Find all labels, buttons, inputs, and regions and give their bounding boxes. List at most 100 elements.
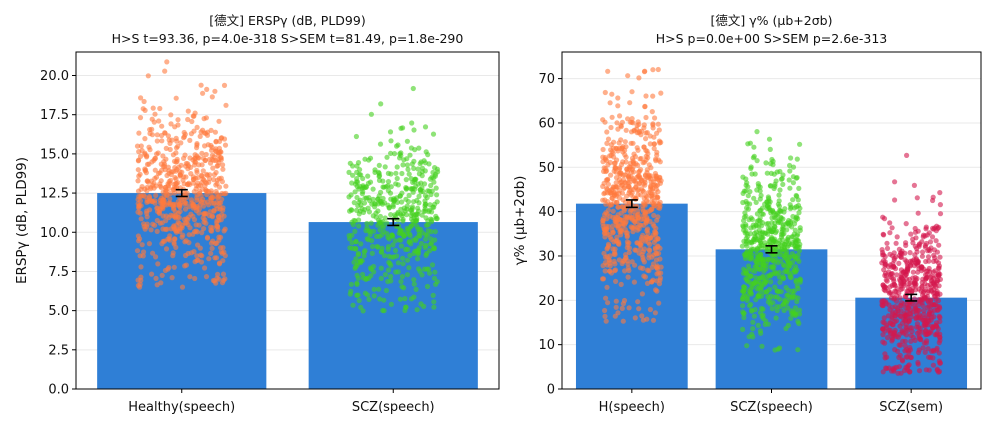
data-point	[391, 151, 398, 157]
data-point	[747, 273, 753, 279]
data-point	[415, 205, 421, 211]
data-point	[777, 207, 783, 213]
data-point	[604, 246, 610, 252]
ytick-label: 15.0	[40, 147, 69, 162]
data-point	[781, 269, 788, 275]
data-point	[156, 209, 162, 215]
data-point	[787, 202, 793, 208]
data-point	[199, 253, 205, 259]
data-point	[628, 169, 635, 175]
data-point	[216, 276, 222, 282]
data-point	[355, 179, 361, 185]
data-point	[146, 198, 152, 205]
data-point	[789, 234, 795, 240]
data-point	[644, 217, 650, 223]
data-point	[352, 228, 358, 234]
data-point	[616, 257, 623, 263]
data-point	[353, 133, 359, 140]
data-point	[204, 234, 211, 240]
data-point	[783, 239, 790, 245]
data-point	[776, 198, 782, 204]
data-point	[655, 194, 661, 200]
data-point	[358, 241, 364, 247]
data-point	[786, 217, 792, 224]
data-point	[169, 137, 175, 143]
data-point	[378, 249, 384, 255]
data-point	[630, 140, 636, 146]
data-point	[348, 281, 354, 287]
data-point	[406, 192, 412, 199]
data-point	[895, 348, 901, 354]
data-point	[192, 259, 198, 265]
data-point	[419, 212, 425, 218]
data-point	[622, 139, 628, 145]
data-point	[646, 268, 652, 274]
data-point	[388, 171, 394, 177]
data-point	[171, 206, 177, 212]
data-point	[740, 174, 746, 180]
data-point	[760, 265, 766, 271]
data-point	[406, 239, 412, 245]
data-point	[419, 173, 425, 179]
data-point	[202, 143, 208, 149]
data-point	[159, 123, 165, 129]
data-point	[400, 255, 406, 261]
data-point	[774, 271, 780, 277]
data-point	[196, 162, 202, 168]
data-point	[212, 240, 218, 247]
data-point	[146, 241, 152, 247]
data-point	[419, 169, 425, 175]
data-point	[625, 261, 631, 267]
data-point	[172, 165, 178, 171]
data-point	[373, 214, 379, 220]
data-point	[642, 68, 648, 74]
data-point	[880, 369, 886, 375]
data-point	[604, 284, 610, 290]
data-point	[602, 268, 608, 274]
data-point	[600, 117, 606, 123]
data-point	[893, 289, 899, 295]
data-point	[749, 255, 755, 261]
data-point	[152, 167, 158, 173]
data-point	[758, 240, 764, 246]
data-point	[898, 281, 904, 287]
data-point	[753, 275, 759, 281]
data-point	[143, 167, 149, 173]
data-point	[368, 220, 374, 226]
data-point	[187, 225, 193, 231]
data-point	[353, 239, 359, 245]
data-point	[194, 142, 200, 148]
data-point	[760, 312, 766, 318]
data-point	[794, 243, 801, 249]
data-point	[891, 250, 897, 256]
data-point	[657, 159, 663, 165]
data-point	[139, 242, 145, 248]
data-point	[158, 200, 164, 206]
data-point	[926, 311, 932, 317]
data-point	[158, 280, 164, 286]
data-point	[377, 213, 383, 220]
data-point	[388, 212, 394, 218]
data-point	[794, 233, 800, 239]
data-point	[925, 289, 931, 296]
data-point	[612, 249, 618, 255]
ytick-label: 2.5	[48, 343, 69, 358]
data-point	[620, 159, 626, 165]
data-point	[653, 230, 659, 236]
data-point	[657, 277, 663, 283]
data-point	[160, 204, 166, 210]
data-point	[194, 169, 200, 175]
data-point	[184, 194, 190, 200]
data-point	[189, 118, 195, 125]
data-point	[779, 226, 785, 232]
data-point	[167, 196, 173, 202]
ytick-label: 17.5	[40, 108, 69, 123]
data-point	[164, 226, 170, 232]
data-point	[354, 272, 360, 278]
data-point	[642, 104, 648, 110]
data-point	[206, 256, 212, 262]
data-point	[758, 192, 764, 199]
data-point	[187, 274, 193, 280]
data-point	[153, 192, 159, 198]
